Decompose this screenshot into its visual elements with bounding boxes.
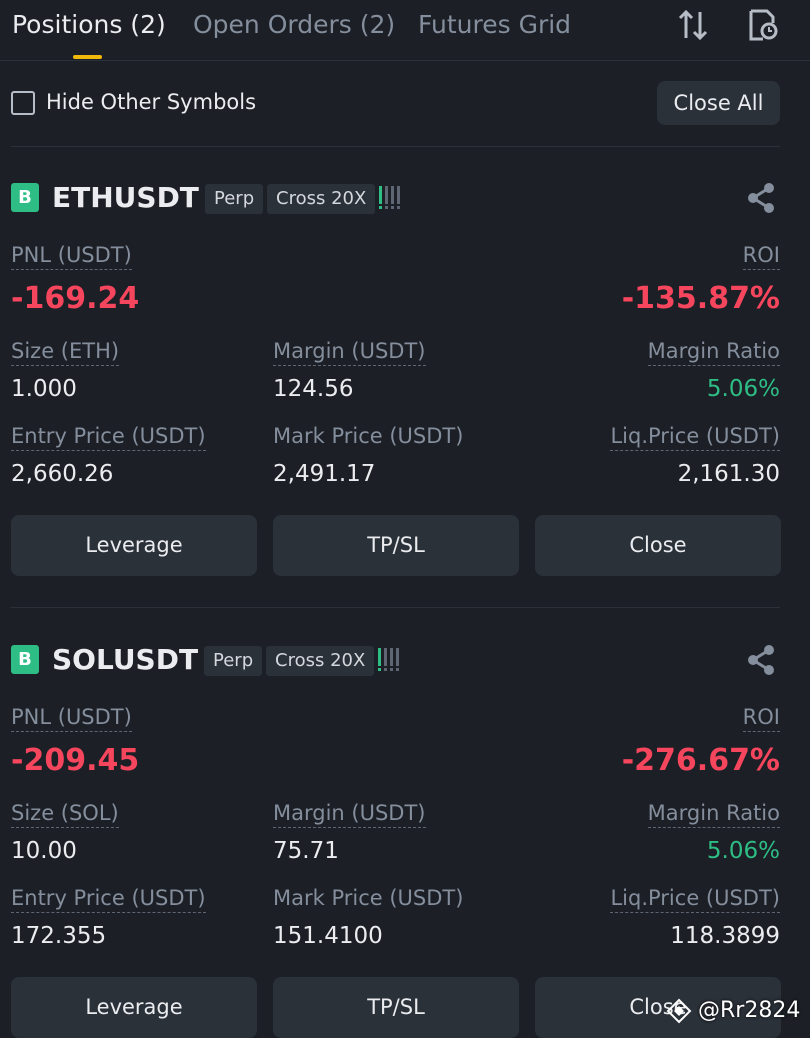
field-label: Size (ETH) [11,341,120,366]
divider [0,60,810,61]
strength-icon-svg [378,648,399,671]
field-label: Mark Price (USDT) [273,424,464,448]
strength-icon-svg [379,186,400,209]
watermark: @Rr2824 [698,998,801,1023]
share-icon [744,643,778,677]
tag: Perp [205,184,264,214]
divider [11,607,780,608]
strength-icon [379,186,405,210]
side-badge: B [11,645,39,674]
symbol: ETHUSDT [52,181,199,214]
watermark-logo [666,998,692,1024]
roi-value: -135.87% [621,281,780,316]
field-label: Entry Price (USDT) [11,426,206,451]
watermark-logo-svg [666,998,692,1024]
field-value: 10.00 [11,838,77,864]
side-badge: B [11,183,39,212]
share-icon-svg [748,183,774,213]
close-all-button[interactable]: Close All [657,81,780,125]
field-value: 1.000 [11,376,77,402]
field-label: Margin Ratio [647,341,780,366]
field-label: Size (SOL) [11,803,119,828]
tag: Cross 20X [266,646,375,676]
history-icon-svg [749,9,778,41]
divider [11,146,780,147]
strength-icon [378,648,404,672]
field-label: Entry Price (USDT) [11,888,206,913]
action-button[interactable]: Close [535,515,781,576]
field-label: Margin (USDT) [273,341,426,366]
field-value: 2,161.30 [677,461,780,487]
action-button[interactable]: Leverage [11,515,257,576]
pnl-label: PNL (USDT) [11,245,132,270]
field-value: 124.56 [273,376,354,402]
field-value: 151.4100 [273,923,383,949]
action-button[interactable]: TP/SL [273,977,519,1038]
tag: Cross 20X [267,184,376,214]
field-label: Mark Price (USDT) [273,886,464,910]
action-button[interactable]: TP/SL [273,515,519,576]
field-label: Liq.Price (USDT) [610,888,780,913]
hide-label: Hide Other Symbols [46,90,257,114]
sort-icon-svg [678,9,708,41]
action-button[interactable]: Close [535,977,781,1038]
tag: Perp [204,646,263,676]
roi-label: ROI [742,245,780,270]
tab-indicator [73,55,102,59]
roi-value: -276.67% [621,743,780,778]
field-value: 2,491.17 [273,461,376,487]
tab[interactable]: Futures Grid [418,10,572,39]
checkbox[interactable] [11,91,35,115]
pnl-value: -209.45 [11,743,140,778]
pnl-label: PNL (USDT) [11,707,132,732]
pnl-value: -169.24 [11,281,140,316]
roi-label: ROI [742,707,780,732]
sort-icon [676,8,710,42]
tab[interactable]: Open Orders (2) [193,10,396,39]
field-value: 5.06% [706,376,780,402]
action-button[interactable]: Leverage [11,977,257,1038]
history-icon [746,8,780,42]
field-label: Liq.Price (USDT) [610,426,780,451]
field-value: 118.3899 [670,923,780,949]
field-label: Margin (USDT) [273,803,426,828]
field-value: 172.355 [11,923,107,949]
field-value: 75.71 [273,838,339,864]
field-value: 2,660.26 [11,461,114,487]
share-icon-svg [748,645,774,675]
tab[interactable]: Positions (2) [12,10,166,39]
field-value: 5.06% [706,838,780,864]
field-label: Margin Ratio [647,803,780,828]
share-icon [744,181,778,215]
symbol: SOLUSDT [52,643,199,676]
